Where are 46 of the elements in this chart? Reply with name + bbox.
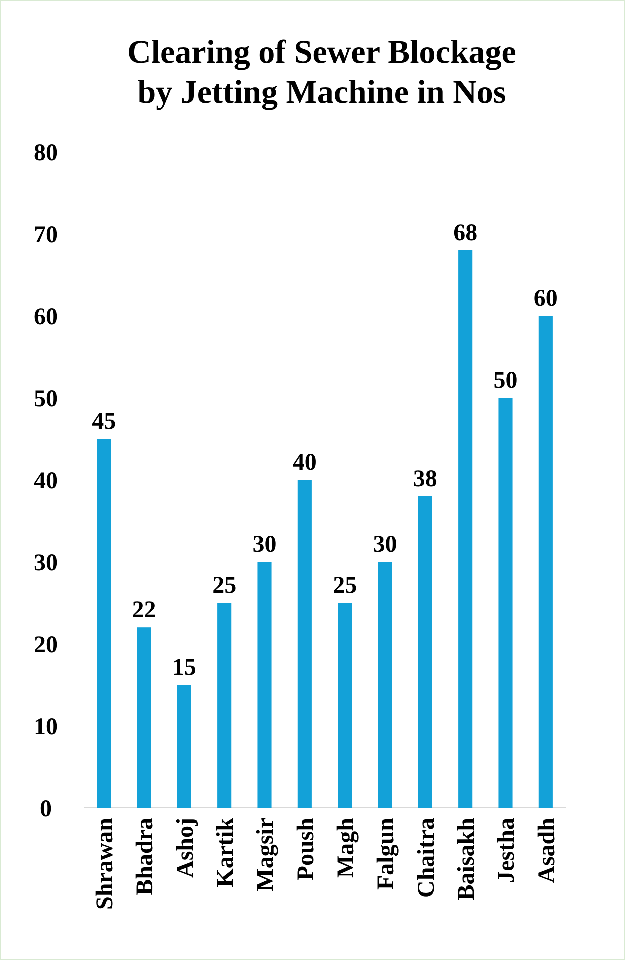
x-tick-label: Falgun	[374, 818, 400, 890]
x-tick-label: Chaitra	[414, 818, 440, 898]
y-tick-label: 40	[34, 468, 58, 494]
x-tick-label: Magh	[333, 818, 360, 878]
y-tick-label: 60	[34, 304, 58, 330]
data-label: 25	[212, 573, 237, 599]
y-tick-label: 20	[34, 632, 58, 658]
y-tick-label: 30	[34, 550, 58, 576]
y-tick-label: 80	[34, 140, 58, 166]
bar	[498, 398, 513, 808]
data-label: 30	[252, 532, 277, 558]
bar	[218, 603, 232, 808]
bar	[177, 685, 192, 808]
bar	[258, 562, 272, 808]
bar	[538, 316, 553, 808]
data-label: 60	[534, 286, 558, 312]
data-label: 45	[92, 409, 116, 435]
x-tick-label: Magsir	[253, 818, 280, 892]
x-tick-label: Kartik	[212, 817, 239, 888]
x-tick-label: Ashoj	[172, 818, 199, 878]
bar	[458, 250, 473, 808]
x-tick-label: Baisakh	[454, 818, 480, 901]
data-label: 38	[413, 466, 438, 492]
data-label: 68	[454, 220, 478, 246]
data-label: 22	[132, 598, 156, 624]
data-label: 40	[292, 450, 317, 476]
bar	[97, 439, 112, 808]
chart-title: Clearing of Sewer Blockage by Jetting Machine in Nos	[128, 35, 516, 111]
x-tick-label: Jestha	[494, 818, 520, 884]
y-tick-label: 10	[34, 714, 58, 740]
y-tick-label: 0	[40, 796, 52, 822]
bar	[378, 562, 392, 808]
x-tick-label: Asadh	[534, 818, 560, 884]
bar	[338, 603, 352, 808]
bar	[418, 496, 432, 808]
bar	[137, 628, 152, 808]
y-tick-label: 50	[34, 386, 58, 412]
data-label: 15	[172, 655, 196, 681]
x-tick-label: Bhadra	[132, 818, 159, 896]
data-label: 25	[333, 573, 358, 599]
x-tick-label: Shrawan	[92, 818, 118, 910]
y-tick-label: 70	[34, 222, 58, 248]
data-label: 50	[494, 368, 518, 394]
bar	[298, 480, 312, 808]
data-label: 30	[373, 532, 398, 558]
x-tick-label: Poush	[293, 818, 320, 881]
